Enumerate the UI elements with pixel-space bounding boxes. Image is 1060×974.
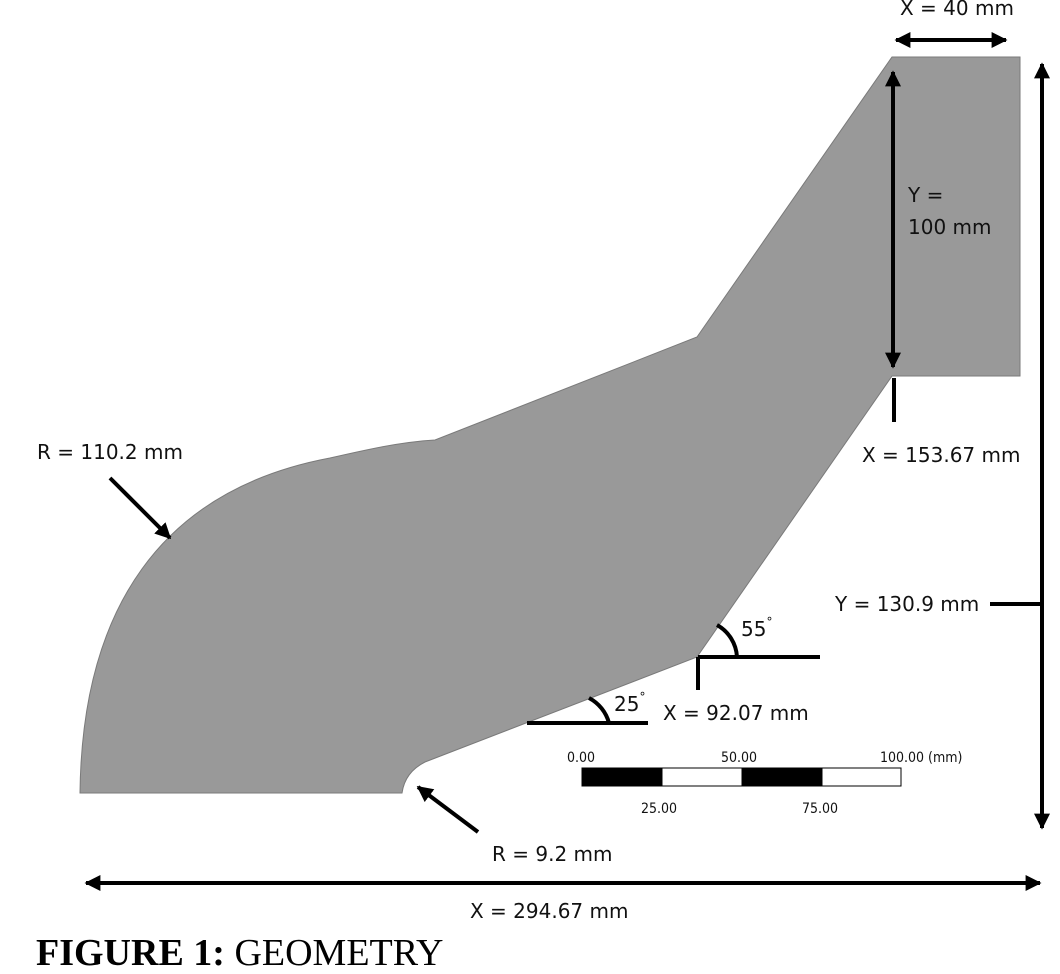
- scale-top-label-1: 50.00: [721, 750, 757, 766]
- scale-bottom-label-1: 75.00: [802, 801, 838, 817]
- caption-prefix: FIGURE 1:: [36, 932, 225, 974]
- angle-25-label: 25°: [614, 690, 645, 716]
- part-shape: [79, 56, 1021, 794]
- scale-top-label-0: 0.00: [567, 750, 595, 766]
- r-inner-label: R = 9.2 mm: [492, 842, 613, 866]
- scale-top-label-2: 100.00 (mm): [880, 750, 962, 766]
- y-total-label: Y = 130.9 mm: [834, 592, 979, 616]
- x-total-label: X = 294.67 mm: [470, 899, 628, 923]
- top-height-label-line1: Y =: [907, 183, 943, 207]
- angle-55-arc: [715, 623, 739, 658]
- angle-55-label: 55°: [741, 615, 772, 641]
- angle-25-arc: [587, 696, 611, 724]
- top-width-label: X = 40 mm: [900, 0, 1014, 20]
- top-height-label-line2: 100 mm: [908, 215, 992, 239]
- r-inner-arrow: [416, 785, 480, 834]
- r-outer-arrow: [108, 476, 172, 540]
- caption-text: GEOMETRY: [224, 932, 444, 974]
- x-153-label: X = 153.67 mm: [862, 443, 1020, 467]
- x-92-label: X = 92.07 mm: [663, 701, 809, 725]
- figure-caption: FIGURE 1: GEOMETRY: [36, 934, 443, 972]
- scale-bar: 0.00 50.00 100.00 (mm) 25.00 75.00: [567, 750, 962, 817]
- r-outer-label: R = 110.2 mm: [37, 440, 183, 464]
- scale-bottom-label-0: 25.00: [641, 801, 677, 817]
